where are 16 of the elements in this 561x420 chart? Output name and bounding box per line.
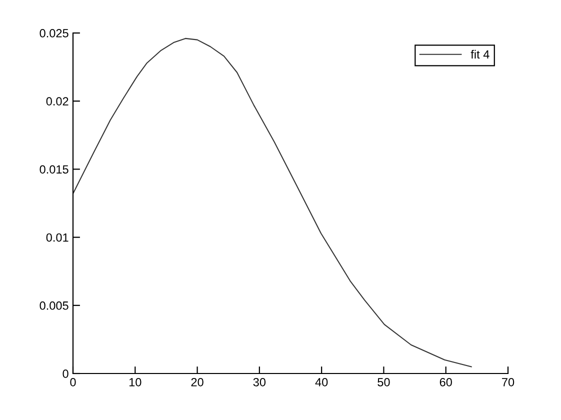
line-series xyxy=(73,38,472,368)
x-tick-label: 60 xyxy=(440,378,452,386)
x-tick-label: 20 xyxy=(191,378,204,386)
y-tick-label: 0.01 xyxy=(46,233,68,242)
y-tick-label: 0 xyxy=(62,370,68,378)
x-tick-label: 30 xyxy=(253,378,266,386)
y-tick-label: 0.025 xyxy=(40,29,68,38)
y-tick-label: 0.005 xyxy=(40,301,68,310)
y-tick-label: 0.02 xyxy=(46,97,68,106)
legend-label: fit 4 xyxy=(470,50,490,59)
x-tick-label: 10 xyxy=(129,378,142,386)
x-tick-label: 70 xyxy=(502,378,514,386)
x-tick-label: 0 xyxy=(70,378,76,386)
y-tick-label: 0.015 xyxy=(40,165,68,174)
x-tick-label: 50 xyxy=(378,378,390,386)
x-tick-label: 40 xyxy=(315,378,328,386)
